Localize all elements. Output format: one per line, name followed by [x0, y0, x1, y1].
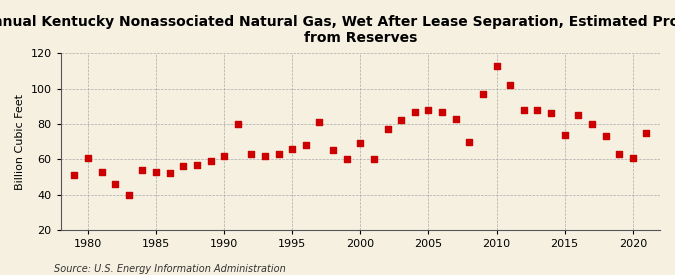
Point: [151, 169, 161, 174]
Point: [423, 108, 434, 112]
Point: [192, 163, 202, 167]
Point: [545, 111, 556, 116]
Point: [82, 155, 93, 160]
Point: [110, 182, 121, 186]
Point: [328, 148, 339, 153]
Point: [178, 164, 189, 169]
Y-axis label: Billion Cubic Feet: Billion Cubic Feet: [15, 94, 25, 190]
Point: [69, 173, 80, 177]
Point: [260, 153, 271, 158]
Point: [96, 169, 107, 174]
Point: [587, 122, 597, 126]
Point: [600, 134, 611, 139]
Point: [369, 157, 379, 161]
Point: [314, 120, 325, 124]
Point: [505, 83, 516, 87]
Point: [124, 192, 134, 197]
Point: [164, 171, 175, 176]
Point: [342, 157, 352, 161]
Point: [396, 118, 406, 123]
Point: [273, 152, 284, 156]
Point: [355, 141, 366, 145]
Point: [491, 64, 502, 68]
Point: [287, 147, 298, 151]
Point: [382, 127, 393, 131]
Point: [518, 108, 529, 112]
Point: [641, 131, 652, 135]
Point: [627, 155, 638, 160]
Point: [300, 143, 311, 147]
Point: [450, 117, 461, 121]
Point: [560, 132, 570, 137]
Text: Source: U.S. Energy Information Administration: Source: U.S. Energy Information Administ…: [54, 264, 286, 274]
Point: [205, 159, 216, 163]
Point: [219, 153, 230, 158]
Point: [614, 152, 624, 156]
Point: [232, 122, 243, 126]
Point: [477, 92, 488, 96]
Point: [246, 152, 256, 156]
Point: [573, 113, 584, 117]
Point: [532, 108, 543, 112]
Point: [437, 109, 448, 114]
Point: [137, 168, 148, 172]
Point: [410, 109, 421, 114]
Point: [464, 139, 475, 144]
Title: Annual Kentucky Nonassociated Natural Gas, Wet After Lease Separation, Estimated: Annual Kentucky Nonassociated Natural Ga…: [0, 15, 675, 45]
